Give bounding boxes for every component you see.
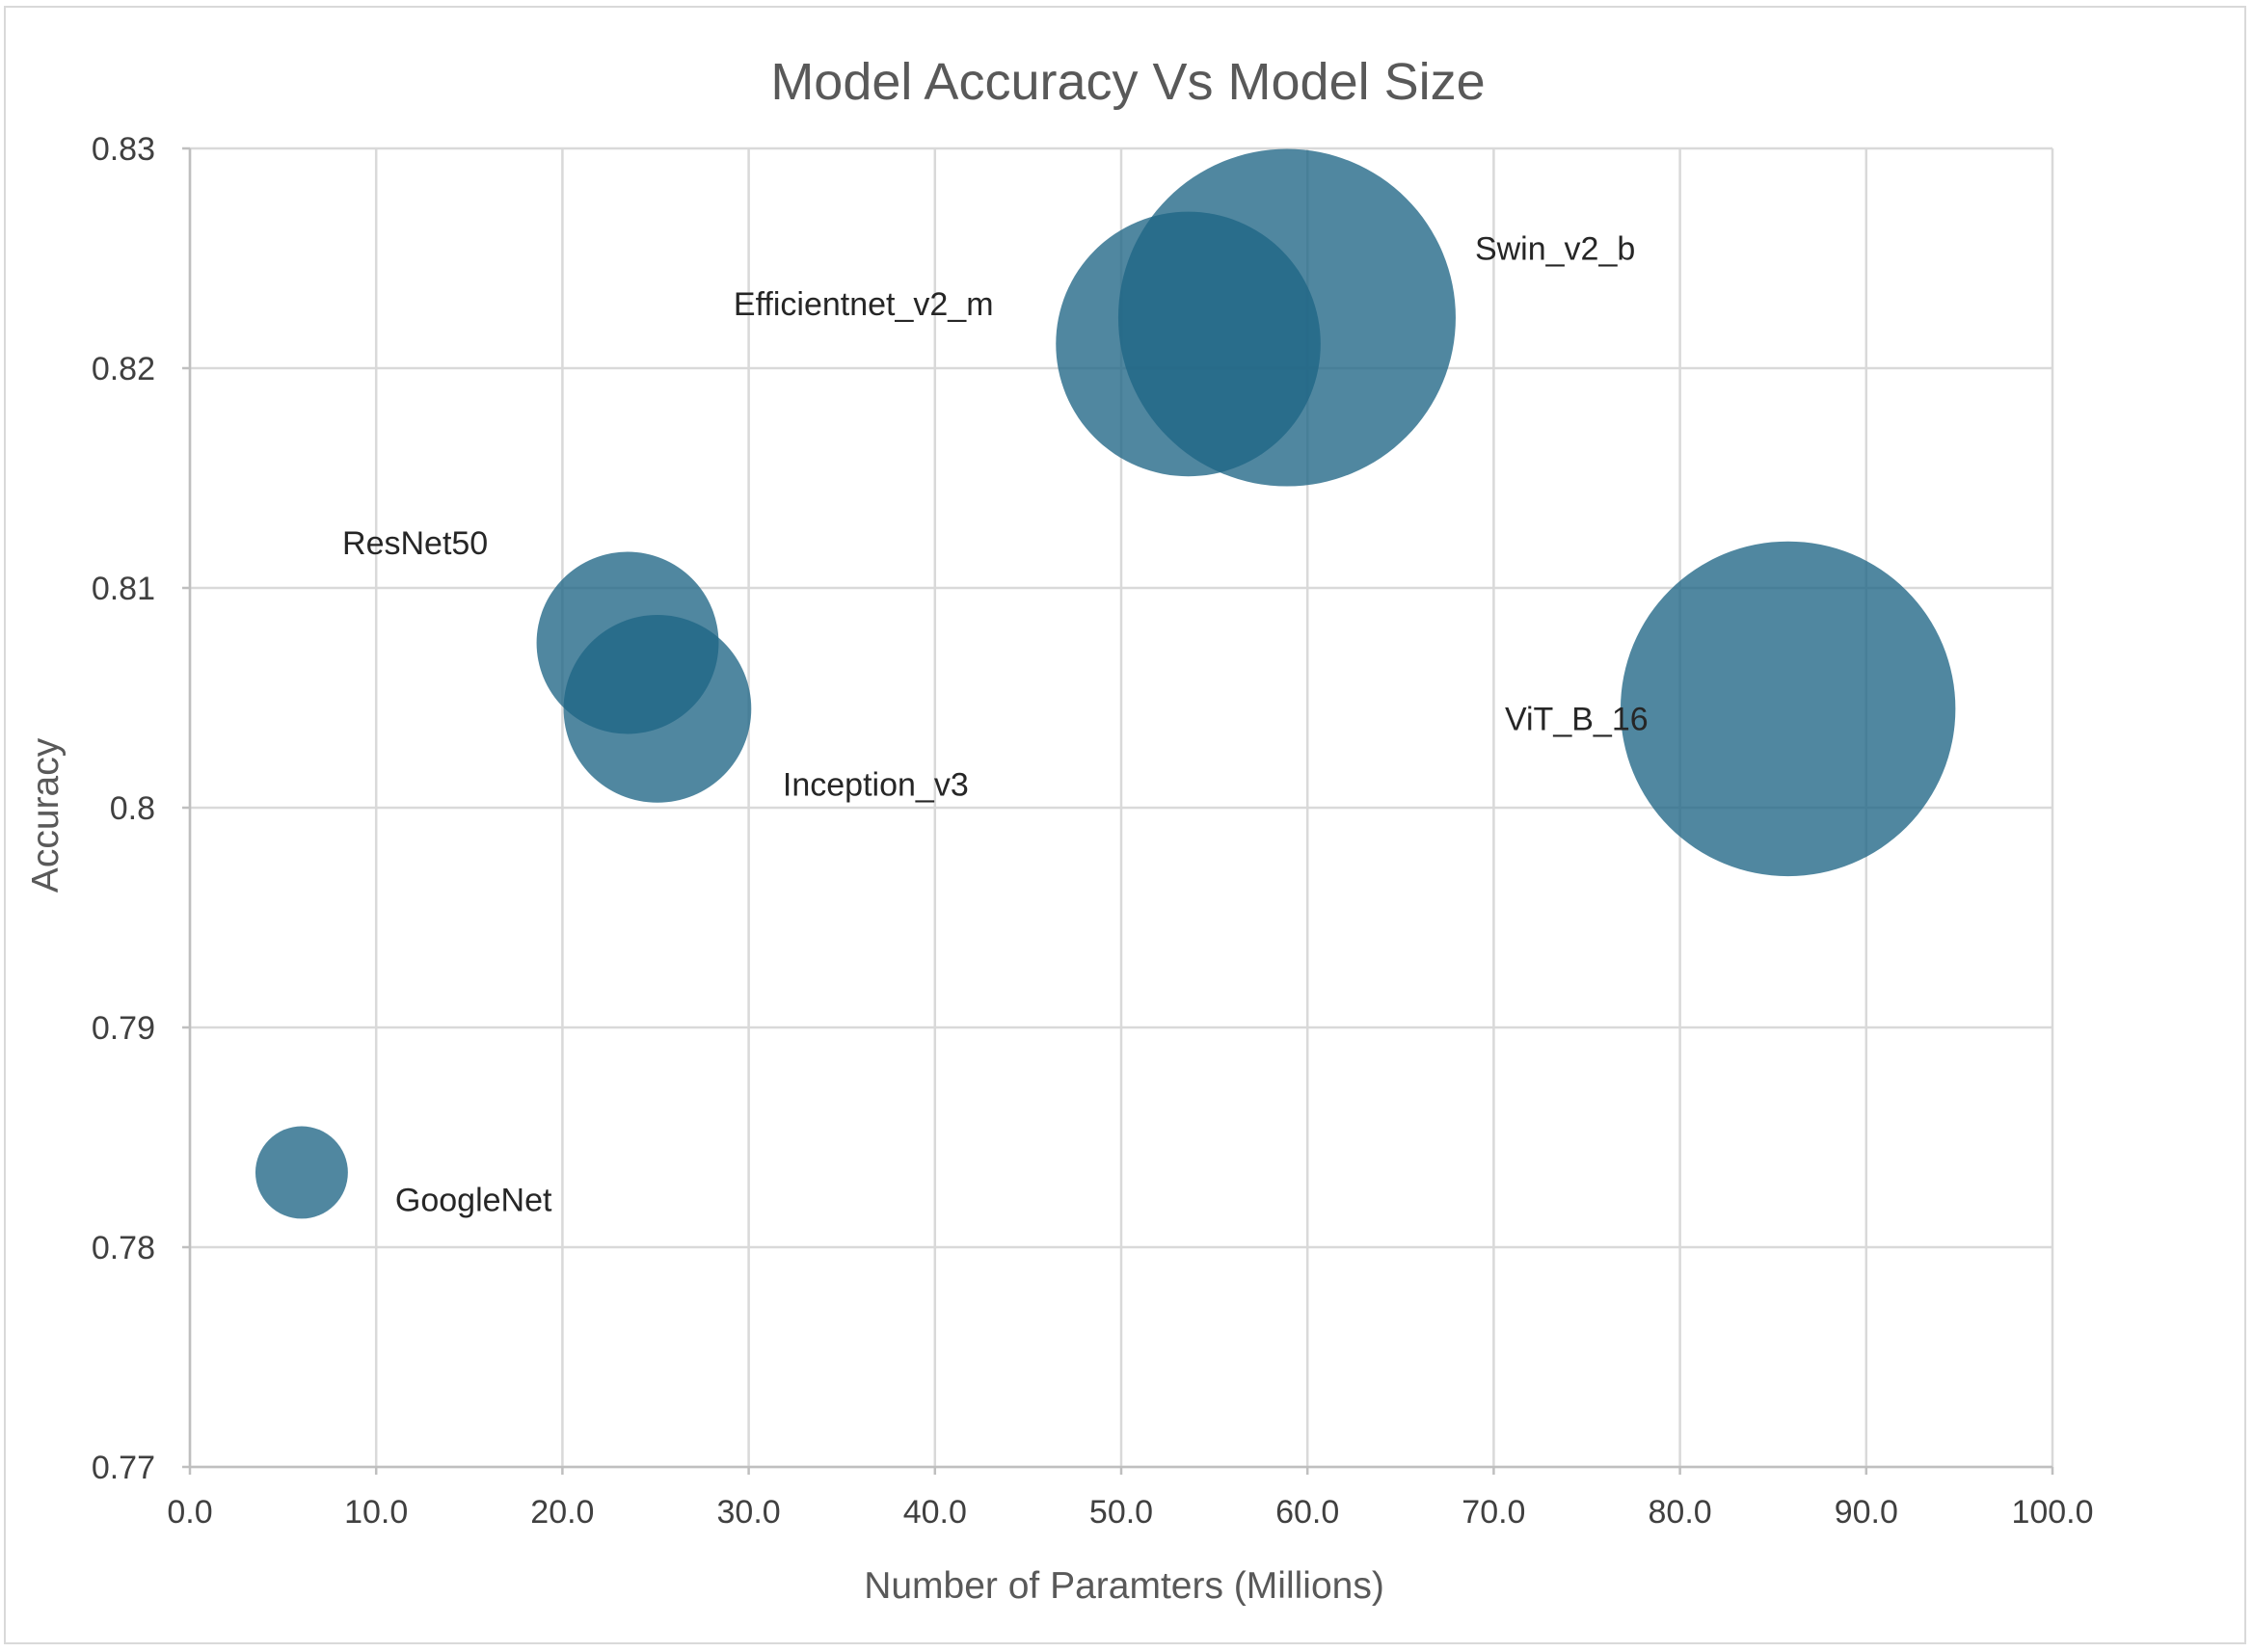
x-tick-label: 20.0 (530, 1494, 594, 1531)
bubble-inception-v3 (563, 615, 752, 803)
tick-labels: 0.0 10.0 20.0 30.0 40.0 50.0 60.0 70.0 80.0 90.0 1… (92, 131, 2094, 1531)
bubble-chart: Model Accuracy Vs Model Size 0.0 10.0 20.0… (25, 53, 2094, 1607)
x-tick-label: 50.0 (1089, 1494, 1153, 1531)
x-tick-label: 40.0 (903, 1494, 967, 1531)
y-tick-label: 0.8 (110, 790, 155, 827)
bubble-layer (255, 148, 1956, 1219)
x-tick-label: 90.0 (1835, 1494, 1898, 1531)
y-tick-label: 0.82 (92, 351, 155, 387)
bubble-label: GoogleNet (395, 1182, 552, 1218)
bubble-swin-v2-b (1117, 148, 1456, 487)
x-tick-label: 10.0 (344, 1494, 408, 1531)
x-tick-label: 100.0 (2011, 1494, 2093, 1531)
x-axis-title: Number of Paramters (Millions) (864, 1565, 1384, 1607)
x-tick-label: 30.0 (717, 1494, 781, 1531)
bubble-label: Efficientnet_v2_m (734, 286, 994, 323)
x-tick-label: 0.0 (167, 1494, 212, 1531)
bubble-label: ViT_B_16 (1505, 701, 1649, 737)
bubble-label: Inception_v3 (783, 766, 969, 803)
bubble-label: Swin_v2_b (1475, 231, 1635, 268)
bubble-vit-b-16 (1620, 541, 1956, 877)
chart-title: Model Accuracy Vs Model Size (770, 53, 1485, 111)
bubble-labels: GoogleNet ResNet50 Inception_v3 Efficientne… (342, 231, 1649, 1219)
bubble-googlenet (255, 1126, 348, 1219)
y-tick-label: 0.78 (92, 1230, 155, 1266)
bubble-label: ResNet50 (342, 525, 488, 562)
y-tick-label: 0.83 (92, 131, 155, 168)
x-tick-label: 70.0 (1462, 1494, 1525, 1531)
chart-frame: Model Accuracy Vs Model Size 0.0 10.0 20.0… (4, 6, 2246, 1644)
y-axis-title: Accuracy (25, 737, 67, 893)
y-tick-label: 0.79 (92, 1010, 155, 1047)
x-tick-label: 60.0 (1275, 1494, 1339, 1531)
y-tick-label: 0.77 (92, 1450, 155, 1486)
x-tick-label: 80.0 (1649, 1494, 1712, 1531)
y-tick-label: 0.81 (92, 571, 155, 607)
